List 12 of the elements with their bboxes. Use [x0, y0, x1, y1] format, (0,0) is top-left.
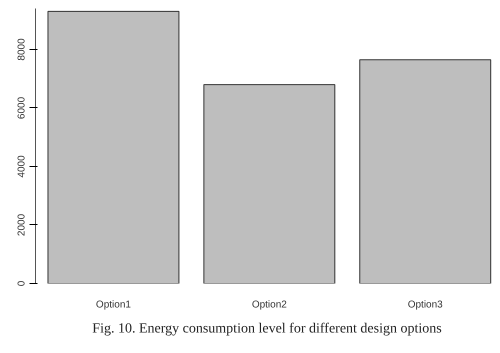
y-tick-label: 4000 — [16, 154, 28, 178]
x-tick-label: Option3 — [408, 300, 444, 310]
y-tick-label: 2000 — [16, 213, 28, 236]
bar — [47, 10, 180, 284]
y-tick-label: 6000 — [16, 96, 28, 120]
caption: Fig. 10. Energy consumption level for different design options — [92, 322, 442, 336]
bar — [359, 59, 492, 284]
y-tick-label: 8000 — [16, 38, 28, 61]
x-tick-label: Option1 — [96, 300, 132, 310]
y-tick-label: 0 — [16, 280, 28, 286]
x-tick-label: Option2 — [252, 300, 288, 310]
bar — [203, 84, 336, 284]
